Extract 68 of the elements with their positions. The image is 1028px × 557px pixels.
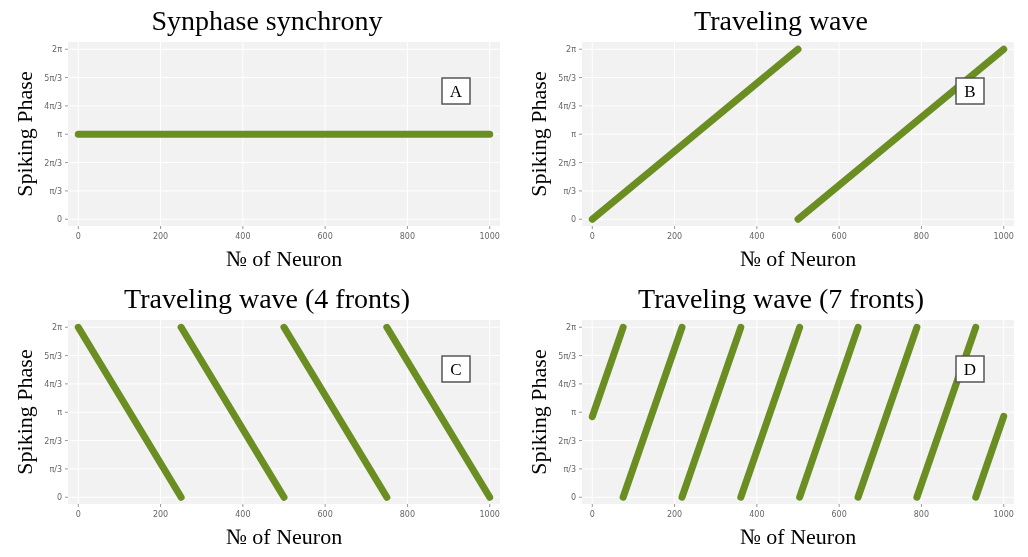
x-tick-label: 400 bbox=[235, 510, 251, 519]
x-tick-label: 600 bbox=[317, 232, 333, 241]
y-tick-label: 5π/3 bbox=[44, 73, 62, 83]
x-axis-title: № of Neuron bbox=[739, 524, 857, 549]
y-tick-label: 2π bbox=[566, 323, 577, 333]
y-tick-label: π bbox=[571, 408, 577, 418]
chart-title: Synphase synchrony bbox=[151, 5, 383, 36]
y-tick-label: π bbox=[57, 408, 63, 418]
y-axis-title: Spiking Phase bbox=[12, 349, 37, 475]
chart-title: Traveling wave (7 fronts) bbox=[638, 283, 924, 314]
y-tick-label: 5π/3 bbox=[558, 351, 576, 361]
annotation: C bbox=[450, 360, 462, 379]
y-axis-title: Spiking Phase bbox=[12, 71, 37, 197]
y-tick-label: 2π/3 bbox=[558, 158, 576, 168]
annotation: A bbox=[449, 82, 463, 101]
x-tick-label: 200 bbox=[152, 510, 169, 519]
y-axis-title: Spiking Phase bbox=[526, 349, 551, 475]
y-tick-label: 2π/3 bbox=[44, 158, 62, 168]
y-tick-label: 4π/3 bbox=[558, 101, 576, 111]
annotation: B bbox=[964, 82, 976, 101]
x-tick-label: 200 bbox=[666, 232, 683, 241]
x-tick-label: 200 bbox=[666, 510, 683, 519]
y-tick-label: 0 bbox=[56, 493, 62, 503]
x-tick-label: 1000 bbox=[993, 510, 1014, 519]
x-axis-title: № of Neuron bbox=[225, 246, 343, 271]
chart-title: Traveling wave (4 fronts) bbox=[124, 283, 410, 314]
x-tick-label: 800 bbox=[913, 510, 930, 519]
y-tick-label: 4π/3 bbox=[44, 101, 62, 111]
y-tick-label: 4π/3 bbox=[558, 379, 576, 389]
x-tick-label: 600 bbox=[317, 510, 333, 519]
x-tick-label: 400 bbox=[749, 232, 765, 241]
x-tick-label: 0 bbox=[75, 510, 81, 519]
x-axis-title: № of Neuron bbox=[225, 524, 343, 549]
y-tick-label: 5π/3 bbox=[558, 73, 576, 83]
x-tick-label: 600 bbox=[831, 510, 847, 519]
y-tick-label: π bbox=[57, 130, 63, 140]
y-axis-title: Spiking Phase bbox=[526, 71, 551, 197]
y-tick-label: 4π/3 bbox=[44, 379, 62, 389]
x-tick-label: 0 bbox=[589, 232, 595, 241]
y-tick-label: 2π/3 bbox=[558, 436, 576, 446]
x-tick-label: 1000 bbox=[479, 232, 500, 241]
x-tick-label: 0 bbox=[589, 510, 595, 519]
y-tick-label: π/3 bbox=[563, 464, 576, 474]
x-tick-label: 600 bbox=[831, 232, 847, 241]
x-tick-label: 800 bbox=[399, 510, 416, 519]
x-tick-label: 1000 bbox=[993, 232, 1014, 241]
y-tick-label: π/3 bbox=[563, 186, 576, 196]
y-tick-label: π/3 bbox=[49, 464, 62, 474]
x-tick-label: 0 bbox=[75, 232, 81, 241]
y-tick-label: π/3 bbox=[49, 186, 62, 196]
x-tick-label: 800 bbox=[399, 232, 416, 241]
x-tick-label: 800 bbox=[913, 232, 930, 241]
y-tick-label: 2π bbox=[566, 45, 577, 55]
x-tick-label: 200 bbox=[152, 232, 169, 241]
y-tick-label: 0 bbox=[56, 215, 62, 225]
y-tick-label: 2π bbox=[52, 323, 63, 333]
y-tick-label: 0 bbox=[570, 493, 576, 503]
chart-title: Traveling wave bbox=[694, 5, 868, 36]
annotation: D bbox=[963, 360, 977, 379]
y-tick-label: 2π bbox=[52, 45, 63, 55]
x-tick-label: 400 bbox=[749, 510, 765, 519]
y-tick-label: 5π/3 bbox=[44, 351, 62, 361]
y-tick-label: π bbox=[571, 130, 577, 140]
x-tick-label: 400 bbox=[235, 232, 251, 241]
x-axis-title: № of Neuron bbox=[739, 246, 857, 271]
y-tick-label: 2π/3 bbox=[44, 436, 62, 446]
y-tick-label: 0 bbox=[570, 215, 576, 225]
x-tick-label: 1000 bbox=[479, 510, 500, 519]
